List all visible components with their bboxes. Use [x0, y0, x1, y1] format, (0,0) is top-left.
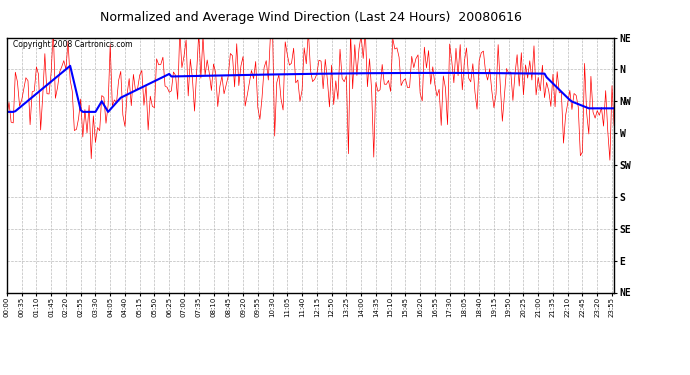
Text: Normalized and Average Wind Direction (Last 24 Hours)  20080616: Normalized and Average Wind Direction (L…	[99, 11, 522, 24]
Text: Copyright 2008 Cartronics.com: Copyright 2008 Cartronics.com	[13, 40, 132, 49]
